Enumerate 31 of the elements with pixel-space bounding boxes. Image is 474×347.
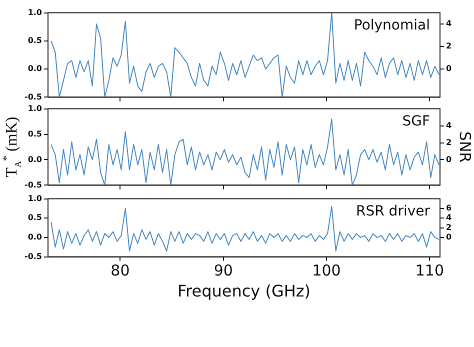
y2-tick-label: 4	[446, 213, 452, 222]
y-tick-label: 0.0	[28, 154, 42, 164]
y-tick-label: 1.0	[28, 8, 42, 17]
y-tick-label: 0.0	[28, 232, 42, 242]
y2-tick-label: 0	[446, 154, 452, 164]
y-tick-label: 0.5	[28, 129, 42, 138]
y2-tick-label: 2	[446, 42, 452, 51]
y-tick-label: -0.5	[24, 252, 42, 261]
y-tick-label: 0.5	[28, 213, 42, 222]
y-tick-label: -0.5	[24, 180, 42, 190]
y-tick-label: 0.0	[28, 64, 42, 74]
annotation: Polynomial	[354, 17, 430, 34]
y2-tick-label: 6	[446, 204, 452, 213]
y2-tick-label: 4	[446, 19, 452, 28]
y-tick-label: 1.0	[28, 194, 42, 203]
x-tick-label: 90	[214, 262, 233, 280]
x-tick-label: 80	[110, 262, 130, 280]
x-tick-label: 100	[312, 262, 341, 280]
y2-tick-label: 2	[446, 138, 452, 147]
y2-tick-label: 0	[446, 232, 452, 242]
annotation: RSR driver	[356, 203, 430, 220]
y2-tick-label: 4	[446, 120, 452, 130]
y2-tick-label: 2	[446, 222, 452, 232]
y-tick-label: 0.5	[28, 36, 42, 46]
x-tick-label: 110	[415, 262, 444, 280]
annotation: SGF	[402, 113, 430, 130]
x-axis-title: Frequency (GHz)	[177, 282, 311, 301]
y-tick-label: 1.0	[28, 104, 42, 113]
y-tick-label: -0.5	[24, 92, 42, 102]
y2-axis-title: SNR	[456, 131, 474, 163]
y2-tick-label: 0	[446, 64, 452, 74]
